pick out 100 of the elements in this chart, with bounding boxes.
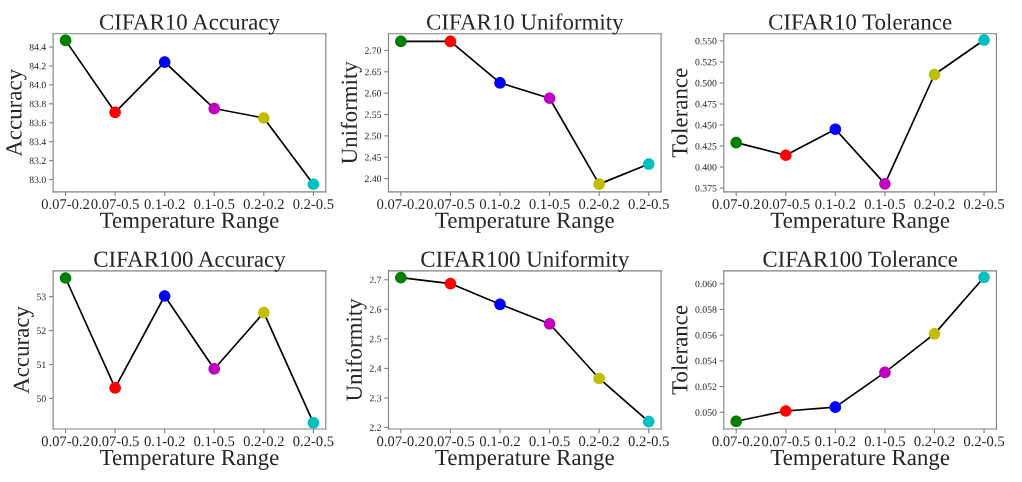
y-tick-label: 2.5 (369, 335, 382, 343)
y-tick-label: 0.056 (695, 332, 717, 339)
y-tick-label: 51 (37, 361, 46, 368)
point (779, 405, 792, 417)
point (444, 277, 457, 290)
chart-title: CIFAR10 Tolerance (769, 13, 952, 30)
x-tick-label: 0.2-0.5 (963, 199, 1005, 210)
x-tick-label: 0.07-0.2 (377, 436, 425, 447)
point (395, 271, 407, 284)
y-tick-label: 0.050 (695, 409, 717, 416)
x-tick-label: 0.07-0.5 (426, 199, 475, 210)
x-tick-label: 0.1-0.5 (529, 199, 570, 210)
x-tick-label: 0.1-0.5 (194, 436, 235, 447)
y-tick-label: 0.054 (695, 357, 717, 365)
point (395, 35, 407, 48)
y-tick-label: 2.55 (364, 111, 382, 119)
y-tick-label: 84.4 (29, 43, 47, 51)
x-tick-label: 0.2-0.2 (579, 436, 619, 447)
point (879, 366, 891, 379)
x-tick-label: 0.07-0.2 (712, 436, 760, 447)
y-tick-label: 2.2 (369, 424, 381, 432)
y-tick-label: 83.0 (29, 176, 46, 184)
point (829, 401, 842, 413)
point (593, 178, 605, 190)
y-tick-label: 2.4 (369, 365, 382, 372)
x-axis-title: Temperature Range (100, 449, 279, 470)
point (307, 178, 320, 191)
x-tick-label: 0.2-0.2 (243, 436, 284, 447)
point (642, 415, 655, 428)
chart-title: CIFAR100 Tolerance (763, 250, 958, 267)
x-axis-title: Temperature Range (770, 212, 950, 233)
y-tick-label: 0.500 (695, 79, 717, 87)
y-tick-label: 83.4 (29, 138, 47, 146)
y-tick-label: 83.6 (29, 119, 46, 127)
x-tick-label: 0.07-0.2 (41, 199, 90, 210)
x-tick-label: 0.2-0.2 (243, 199, 284, 210)
x-tick-label: 0.1-0.5 (864, 199, 906, 210)
y-tick-label: 0.550 (695, 37, 717, 45)
y-tick-label: 0.425 (695, 142, 717, 150)
x-tick-label: 0.2-0.5 (293, 199, 334, 210)
point (730, 136, 743, 149)
x-tick-label: 0.07-0.2 (377, 199, 425, 210)
x-axis-title: Temperature Range (435, 212, 614, 233)
x-tick-label: 0.1-0.2 (144, 199, 185, 210)
chart-title: CIFAR10 Uniformity (426, 13, 624, 35)
point (642, 158, 655, 170)
y-tick-label: 2.70 (364, 47, 382, 54)
y-tick-label: 0.060 (695, 280, 717, 288)
y-axis-title: Tolerance (671, 68, 688, 158)
y-tick-label: 84.0 (29, 81, 46, 89)
point (158, 56, 171, 68)
point (258, 306, 270, 319)
point (208, 102, 221, 115)
point (978, 271, 990, 284)
y-tick-label: 53 (37, 293, 46, 301)
x-tick-label: 0.1-0.2 (815, 199, 856, 210)
point (59, 272, 72, 284)
chart-title: CIFAR100 Uniformity (421, 250, 630, 272)
y-axis-title: Uniformity (345, 298, 367, 402)
x-tick-label: 0.1-0.2 (479, 199, 520, 210)
x-tick-label: 0.07-0.5 (91, 436, 139, 447)
y-tick-label: 2.45 (364, 154, 382, 161)
x-axis-title: Temperature Range (435, 449, 614, 470)
y-tick-label: 2.6 (369, 306, 382, 313)
x-tick-label: 0.2-0.5 (963, 436, 1005, 447)
y-tick-label: 2.7 (369, 276, 382, 284)
y-tick-label: 0.475 (695, 100, 717, 108)
x-tick-label: 0.2-0.5 (293, 436, 334, 447)
point (494, 77, 506, 89)
y-tick-label: 0.375 (695, 184, 717, 192)
point (444, 35, 457, 48)
y-tick-label: 0.400 (695, 163, 717, 171)
point (779, 149, 792, 162)
y-axis-title: Tolerance (671, 305, 688, 395)
y-tick-label: 2.60 (364, 90, 382, 97)
point (158, 290, 171, 302)
x-tick-label: 0.1-0.5 (194, 199, 235, 210)
point (978, 34, 990, 46)
y-tick-label: 50 (37, 395, 46, 402)
x-tick-label: 0.2-0.2 (914, 199, 955, 210)
y-tick-label: 0.058 (695, 306, 717, 313)
y-tick-label: 0.525 (695, 58, 717, 66)
point (307, 417, 320, 429)
point (543, 317, 556, 330)
x-tick-label: 0.1-0.2 (479, 436, 520, 447)
point (928, 68, 941, 81)
chart-title: CIFAR10 Accuracy (99, 14, 280, 35)
point (543, 92, 556, 105)
point (494, 298, 506, 311)
y-tick-label: 84.2 (29, 62, 46, 70)
y-tick-label: 2.40 (364, 175, 382, 183)
x-tick-label: 0.1-0.2 (815, 436, 856, 447)
x-axis-title: Temperature Range (770, 449, 950, 470)
point (258, 112, 270, 124)
point (59, 34, 72, 47)
point (593, 372, 605, 385)
y-axis-title: Accuracy (13, 306, 34, 394)
point (109, 106, 121, 119)
x-tick-label: 0.07-0.5 (762, 199, 810, 210)
y-tick-label: 2.3 (369, 394, 382, 402)
